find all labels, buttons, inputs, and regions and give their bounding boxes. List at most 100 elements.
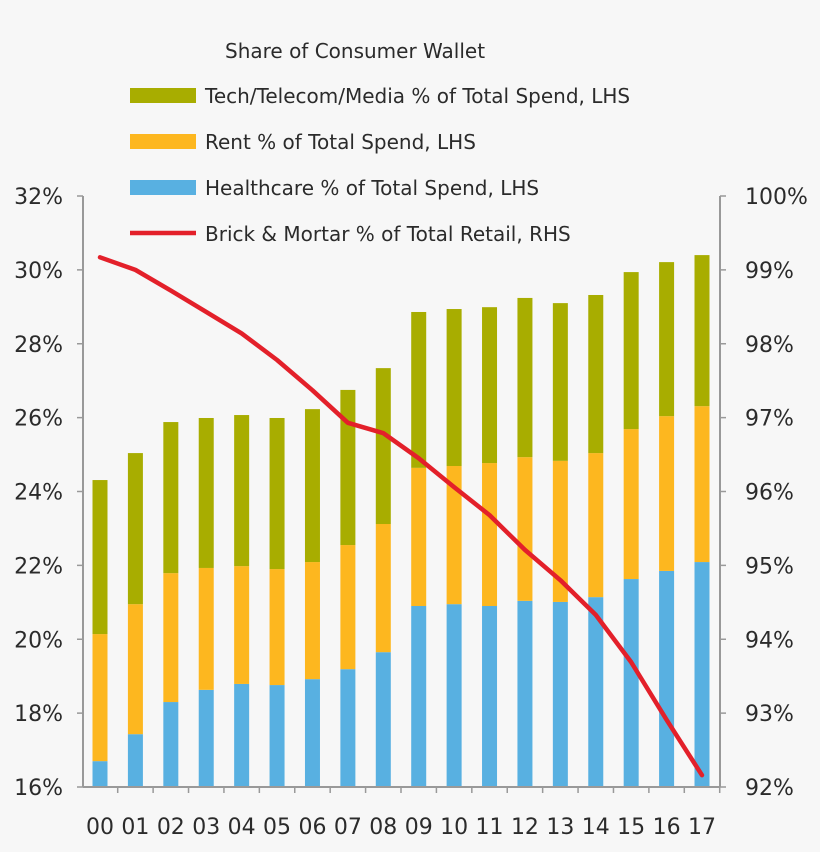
right-tick-label: 93% <box>745 702 794 727</box>
bar-rent-04 <box>234 566 250 684</box>
x-tick-label: 17 <box>688 815 716 840</box>
left-tick-label: 18% <box>14 702 63 727</box>
left-tick-label: 30% <box>14 259 63 284</box>
bar-rent-13 <box>552 460 568 602</box>
bar-techtelecommedia-12 <box>517 297 533 458</box>
x-tick-label: 15 <box>617 815 645 840</box>
bar-techtelecommedia-01 <box>127 453 143 605</box>
x-tick-label: 14 <box>582 815 610 840</box>
bar-techtelecommedia-05 <box>269 417 285 570</box>
right-tick-label: 97% <box>745 407 794 432</box>
bar-healthcare-06 <box>304 679 320 787</box>
bar-techtelecommedia-15 <box>623 272 639 430</box>
left-tick-label: 28% <box>14 333 63 358</box>
bar-rent-16 <box>659 416 675 571</box>
right-tick-label: 92% <box>745 776 794 801</box>
right-tick-label: 98% <box>745 333 794 358</box>
x-tick-label: 04 <box>228 815 256 840</box>
x-tick-label: 13 <box>546 815 574 840</box>
bar-healthcare-17 <box>694 562 710 787</box>
bar-rent-02 <box>163 573 179 703</box>
bars-layer <box>92 255 710 787</box>
legend-swatch <box>130 134 196 149</box>
bar-rent-00 <box>92 634 108 762</box>
legend-swatch <box>130 88 196 103</box>
bar-techtelecommedia-06 <box>304 409 320 563</box>
axes-layer: 00 01 02 03 04 05 06 07 08 09 10 11 12 13 14 15 16 17 16% 1… <box>14 185 808 840</box>
bar-healthcare-14 <box>588 597 604 787</box>
right-tick-label: 99% <box>745 259 794 284</box>
left-tick-label: 32% <box>14 185 63 210</box>
left-tick-label: 16% <box>14 776 63 801</box>
x-tick-label: 03 <box>192 815 220 840</box>
bar-techtelecommedia-03 <box>198 417 214 568</box>
x-tick-label: 09 <box>405 815 433 840</box>
bar-healthcare-09 <box>411 606 427 787</box>
left-tick-label: 26% <box>14 407 63 432</box>
bar-healthcare-07 <box>340 669 356 787</box>
bar-healthcare-05 <box>269 685 285 787</box>
x-tick-label: 00 <box>86 815 114 840</box>
bar-rent-09 <box>411 467 427 607</box>
x-tick-label: 11 <box>476 815 504 840</box>
bar-techtelecommedia-11 <box>482 307 498 464</box>
legend-label: Brick & Mortar % of Total Retail, RHS <box>205 222 571 246</box>
x-tick-label: 01 <box>121 815 149 840</box>
bar-rent-08 <box>375 524 391 653</box>
left-tick-label: 22% <box>14 554 63 579</box>
bar-healthcare-01 <box>127 734 143 787</box>
legend: Share of Consumer Wallet Tech/Telecom/Me… <box>130 39 630 246</box>
bar-techtelecommedia-17 <box>694 255 710 407</box>
bar-techtelecommedia-02 <box>163 422 179 574</box>
legend-title: Share of Consumer Wallet <box>225 39 485 63</box>
bar-rent-07 <box>340 545 356 670</box>
bar-rent-06 <box>304 562 320 680</box>
bar-healthcare-11 <box>482 606 498 787</box>
x-tick-label: 02 <box>157 815 185 840</box>
bar-healthcare-10 <box>446 604 462 787</box>
bar-healthcare-03 <box>198 689 214 787</box>
bar-techtelecommedia-14 <box>588 294 604 454</box>
right-tick-label: 100% <box>745 185 808 210</box>
bar-techtelecommedia-13 <box>552 303 568 461</box>
bar-rent-12 <box>517 457 533 601</box>
bar-healthcare-12 <box>517 600 533 787</box>
legend-label: Tech/Telecom/Media % of Total Spend, LHS <box>204 84 630 108</box>
bar-healthcare-00 <box>92 761 108 787</box>
bar-rent-15 <box>623 429 639 580</box>
x-tick-label: 06 <box>298 815 326 840</box>
bar-healthcare-15 <box>623 579 639 787</box>
x-tick-label: 10 <box>440 815 468 840</box>
bar-techtelecommedia-10 <box>446 309 462 467</box>
x-tick-label: 16 <box>653 815 681 840</box>
bar-techtelecommedia-09 <box>411 311 427 468</box>
bar-techtelecommedia-04 <box>234 415 250 567</box>
bar-rent-17 <box>694 406 710 563</box>
bar-healthcare-16 <box>659 570 675 787</box>
bar-healthcare-08 <box>375 652 391 787</box>
x-tick-label: 12 <box>511 815 539 840</box>
bar-healthcare-04 <box>234 683 250 787</box>
legend-swatch <box>130 180 196 195</box>
brick-mortar-line <box>97 255 705 778</box>
bar-rent-14 <box>588 453 604 598</box>
bar-techtelecommedia-08 <box>375 368 391 525</box>
bar-techtelecommedia-16 <box>659 262 675 417</box>
left-tick-label: 24% <box>14 481 63 506</box>
x-tick-label: 07 <box>334 815 362 840</box>
legend-label: Rent % of Total Spend, LHS <box>205 130 476 154</box>
bar-rent-11 <box>482 463 498 607</box>
bar-rent-05 <box>269 569 285 686</box>
left-tick-label: 20% <box>14 628 63 653</box>
bar-techtelecommedia-00 <box>92 480 108 635</box>
x-tick-label: 05 <box>263 815 291 840</box>
bar-rent-10 <box>446 466 462 605</box>
x-tick-label: 08 <box>369 815 397 840</box>
bar-rent-03 <box>198 567 214 690</box>
legend-label: Healthcare % of Total Spend, LHS <box>205 176 539 200</box>
bar-healthcare-02 <box>163 702 179 787</box>
line-layer <box>97 255 705 778</box>
right-tick-label: 95% <box>745 554 794 579</box>
bar-rent-01 <box>127 604 143 735</box>
